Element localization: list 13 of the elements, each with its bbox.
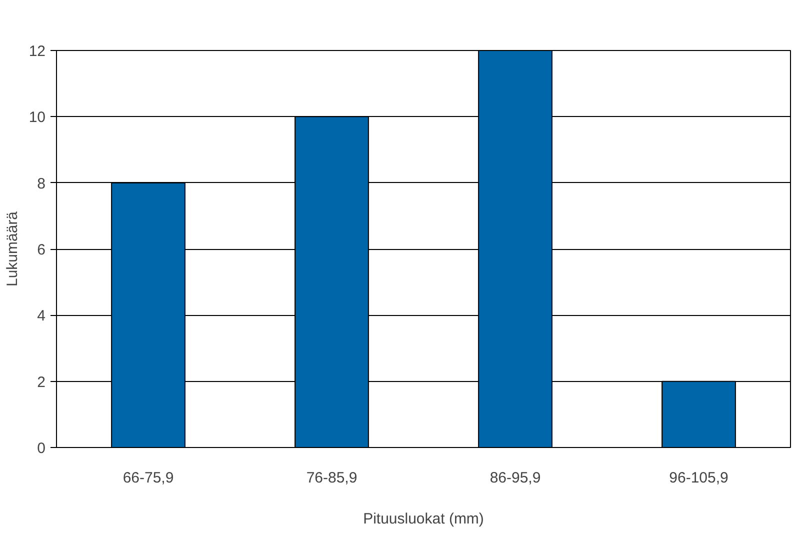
- y-tick-label: 10: [28, 109, 46, 126]
- y-tick-label: 12: [28, 43, 46, 60]
- y-axis-title: Lukumäärä: [4, 210, 21, 287]
- x-tick-label: 96-105,9: [669, 470, 728, 486]
- x-tick-label: 66-75,9: [122, 470, 174, 486]
- y-tick-label: 4: [37, 308, 46, 325]
- y-tick-label: 0: [37, 440, 46, 457]
- y-tick-label: 2: [37, 374, 46, 391]
- x-tick-label: 76-85,9: [306, 470, 358, 486]
- x-tick-label: 86-95,9: [490, 470, 541, 486]
- y-tick-label: 6: [37, 242, 46, 258]
- y-tick-label: 8: [37, 175, 46, 192]
- x-axis-title: Pituusluokat (mm): [363, 510, 484, 528]
